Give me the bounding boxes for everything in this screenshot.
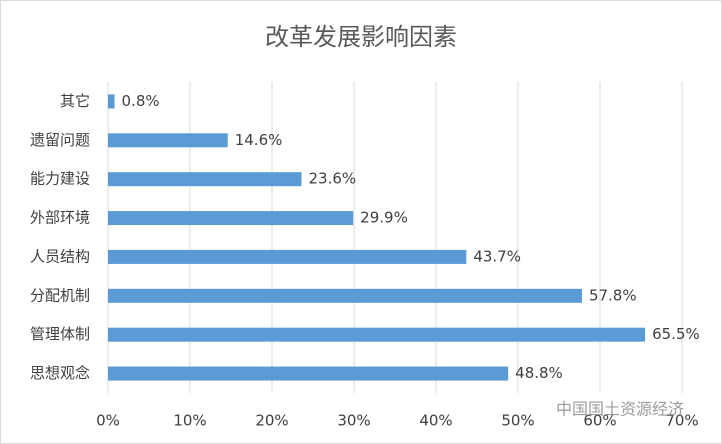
y-tick-label: 外部环境 — [30, 209, 90, 227]
bar — [108, 94, 115, 109]
bar — [108, 288, 582, 303]
x-tick-label: 20% — [255, 412, 288, 430]
value-label: 29.9% — [360, 209, 408, 227]
value-label: 14.6% — [235, 131, 283, 149]
watermark: 中国国土资源经济 — [556, 400, 684, 419]
x-tick-label: 10% — [173, 412, 206, 430]
x-tick-label: 0% — [96, 412, 120, 430]
value-label: 23.6% — [309, 170, 357, 188]
value-label: 65.5% — [652, 325, 700, 343]
x-tick-label: 50% — [501, 412, 534, 430]
y-tick-label: 管理体制 — [30, 325, 90, 343]
value-label: 48.8% — [515, 364, 563, 382]
chart-title: 改革发展影响因素 — [265, 23, 457, 51]
y-tick-label: 分配机制 — [30, 286, 90, 304]
y-tick-label: 能力建设 — [30, 170, 90, 188]
bar — [108, 249, 467, 264]
value-label: 57.8% — [589, 286, 637, 304]
bar — [108, 327, 646, 342]
value-label: 43.7% — [473, 247, 521, 265]
x-tick-label: 30% — [337, 412, 370, 430]
value-label: 0.8% — [122, 92, 160, 110]
bar — [108, 172, 302, 187]
x-tick-label: 40% — [419, 412, 452, 430]
bar — [108, 133, 228, 148]
bar — [108, 366, 509, 381]
x-tick-label: 70% — [665, 412, 698, 430]
y-tick-label: 其它 — [60, 92, 90, 110]
y-tick-label: 人员结构 — [30, 247, 90, 265]
y-tick-label: 遗留问题 — [30, 131, 90, 149]
x-tick-label: 60% — [583, 412, 616, 430]
bar — [108, 211, 354, 226]
y-tick-label: 思想观念 — [30, 364, 90, 382]
